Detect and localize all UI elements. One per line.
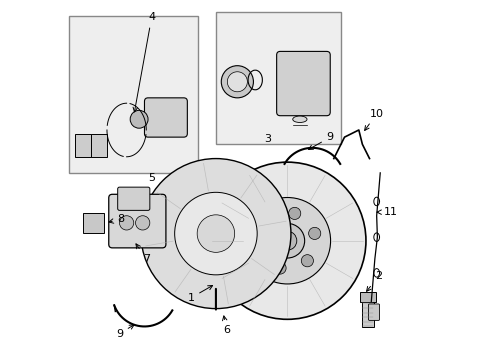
FancyBboxPatch shape [108,194,165,248]
Circle shape [130,111,148,128]
Circle shape [244,198,330,284]
Text: 9: 9 [116,325,134,339]
Ellipse shape [292,116,306,122]
Text: 9: 9 [308,132,333,149]
FancyBboxPatch shape [69,16,198,173]
FancyBboxPatch shape [91,134,107,157]
FancyBboxPatch shape [144,98,187,137]
Circle shape [269,224,304,258]
Circle shape [119,216,134,230]
Circle shape [277,231,296,250]
Circle shape [197,215,234,252]
FancyBboxPatch shape [276,51,329,116]
Circle shape [208,162,365,319]
Text: 4: 4 [133,13,155,112]
Text: 3: 3 [264,134,271,144]
Circle shape [288,207,300,220]
Text: 7: 7 [136,244,149,264]
Text: 10: 10 [364,109,383,130]
Circle shape [135,216,149,230]
Text: 5: 5 [148,173,155,183]
FancyBboxPatch shape [361,301,373,327]
FancyBboxPatch shape [118,187,149,210]
FancyBboxPatch shape [216,12,340,144]
Circle shape [221,66,253,98]
Circle shape [261,215,273,227]
Circle shape [301,255,313,267]
Text: 11: 11 [376,207,397,217]
Circle shape [141,158,290,309]
Circle shape [174,192,257,275]
Circle shape [253,242,265,254]
Text: 8: 8 [109,214,124,224]
FancyBboxPatch shape [367,304,379,320]
Text: 2: 2 [366,271,381,291]
FancyBboxPatch shape [359,292,375,302]
Text: 1: 1 [187,285,212,303]
FancyBboxPatch shape [82,213,104,233]
Circle shape [308,227,320,239]
Circle shape [227,72,247,92]
Circle shape [273,262,285,274]
FancyBboxPatch shape [75,134,91,157]
Text: 6: 6 [222,316,230,335]
